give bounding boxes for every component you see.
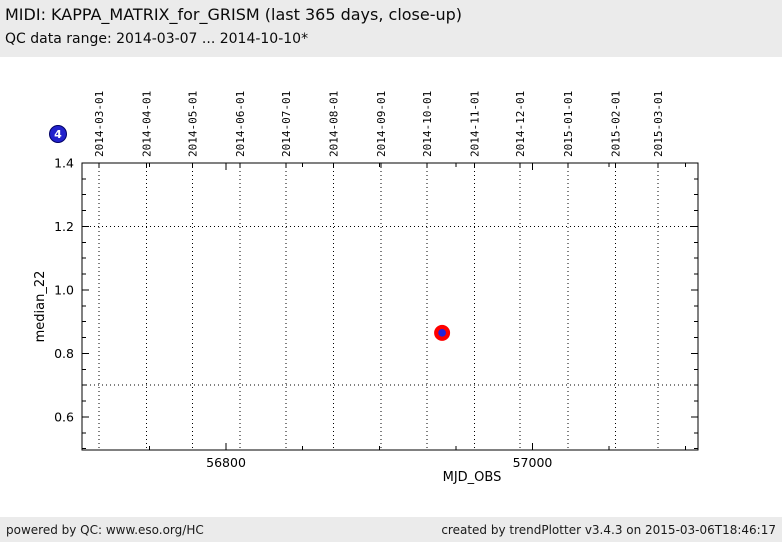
svg-text:1.2: 1.2	[54, 219, 74, 234]
svg-text:56800: 56800	[206, 455, 246, 470]
header-band: MIDI: KAPPA_MATRIX_for_GRISM (last 365 d…	[0, 0, 782, 57]
month-gridlines	[98, 163, 659, 450]
date-axis-top	[98, 163, 659, 168]
svg-text:2014-04-01: 2014-04-01	[140, 91, 153, 157]
footer-band: powered by QC: www.eso.org/HC created by…	[0, 517, 782, 542]
svg-text:2015-03-01: 2015-03-01	[652, 91, 665, 157]
point-count-badge[interactable]: 4	[49, 125, 67, 143]
svg-text:2014-05-01: 2014-05-01	[186, 91, 199, 157]
svg-text:2014-11-01: 2014-11-01	[468, 91, 481, 157]
svg-text:1.0: 1.0	[54, 282, 74, 297]
svg-text:MJD_OBS: MJD_OBS	[443, 470, 502, 485]
svg-text:2014-09-01: 2014-09-01	[375, 91, 388, 157]
x-axis-tick-labels: 56800 57000	[206, 455, 552, 470]
data-points	[434, 324, 451, 341]
svg-text:2014-03-01: 2014-03-01	[93, 91, 106, 157]
svg-text:2014-08-01: 2014-08-01	[327, 91, 340, 157]
y-axis-tick-labels: 0.6 0.8 1.0 1.2 1.4	[54, 156, 74, 425]
svg-text:2015-02-01: 2015-02-01	[609, 91, 622, 157]
axis-titles: MJD_OBS median_22	[33, 271, 501, 485]
date-axis-labels: 2014-03-01 2014-04-01 2014-05-01 2014-06-01…	[93, 91, 665, 157]
svg-text:2014-07-01: 2014-07-01	[280, 91, 293, 157]
page-title: MIDI: KAPPA_MATRIX_for_GRISM (last 365 d…	[5, 5, 463, 24]
svg-text:2014-06-01: 2014-06-01	[234, 91, 247, 157]
footer-credit-right: created by trendPlotter v3.4.3 on 2015-0…	[441, 522, 776, 537]
svg-text:2014-10-01: 2014-10-01	[421, 91, 434, 157]
svg-text:0.6: 0.6	[54, 409, 74, 424]
svg-text:2015-01-01: 2015-01-01	[562, 91, 575, 157]
x-axis-ticks	[148, 163, 687, 450]
y-axis-ticks	[82, 162, 698, 450]
plot-box	[81, 162, 699, 451]
qc-data-range: QC data range: 2014-03-07 ... 2014-10-10…	[5, 31, 309, 47]
data-point[interactable]	[434, 324, 451, 341]
svg-text:0.8: 0.8	[54, 346, 74, 361]
footer-credit-left: powered by QC: www.eso.org/HC	[6, 522, 204, 537]
threshold-lines	[82, 225, 698, 386]
svg-text:2014-12-01: 2014-12-01	[514, 91, 527, 157]
svg-text:57000: 57000	[513, 455, 553, 470]
svg-text:median_22: median_22	[33, 271, 48, 343]
svg-text:1.4: 1.4	[54, 156, 74, 171]
